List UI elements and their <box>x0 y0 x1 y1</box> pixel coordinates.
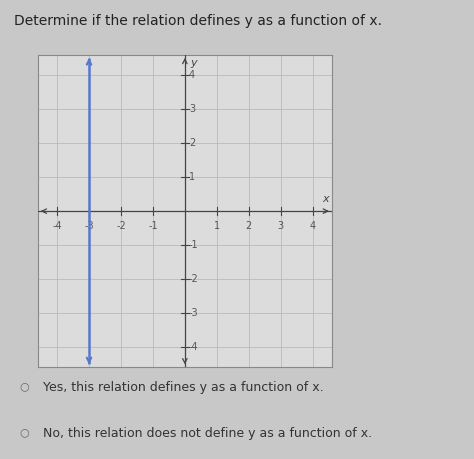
Text: -4: -4 <box>189 342 199 352</box>
Text: 3: 3 <box>189 104 195 114</box>
Text: 3: 3 <box>278 221 284 230</box>
Text: -3: -3 <box>189 308 199 318</box>
Text: y: y <box>191 58 197 68</box>
Text: 4: 4 <box>310 221 316 230</box>
Text: Determine if the relation defines y as a function of x.: Determine if the relation defines y as a… <box>14 14 382 28</box>
Text: -2: -2 <box>116 221 126 230</box>
Text: No, this relation does not define y as a function of x.: No, this relation does not define y as a… <box>43 427 372 440</box>
Text: -3: -3 <box>84 221 94 230</box>
Text: ○: ○ <box>19 427 29 437</box>
Text: 1: 1 <box>189 172 195 182</box>
Text: -2: -2 <box>189 274 199 284</box>
Text: x: x <box>322 194 328 204</box>
Text: -1: -1 <box>189 240 199 250</box>
Text: 1: 1 <box>214 221 220 230</box>
Text: Yes, this relation defines y as a function of x.: Yes, this relation defines y as a functi… <box>43 381 323 394</box>
Text: 4: 4 <box>189 70 195 80</box>
Text: 2: 2 <box>189 138 195 148</box>
Text: -1: -1 <box>148 221 158 230</box>
Text: 2: 2 <box>246 221 252 230</box>
Text: ○: ○ <box>19 381 29 391</box>
Text: -4: -4 <box>52 221 62 230</box>
